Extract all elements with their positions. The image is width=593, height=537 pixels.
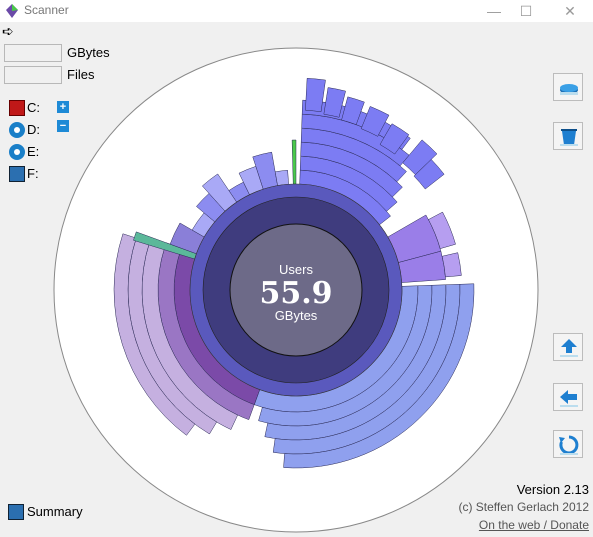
folder-segment[interactable]: [305, 78, 326, 113]
arrow-up-icon: [560, 339, 578, 357]
center-size-unit: GBytes: [275, 308, 318, 323]
files-field: [4, 66, 62, 84]
version-label: Version 2.13: [516, 482, 589, 497]
refresh-button[interactable]: [553, 430, 583, 458]
back-button[interactable]: [553, 383, 583, 411]
delete-button[interactable]: [553, 122, 583, 150]
summary-label: Summary: [27, 504, 83, 519]
arrow-left-icon: [560, 390, 578, 407]
size-unit-label: GBytes: [67, 45, 110, 60]
network-drive-icon: [9, 166, 25, 182]
folder-segment[interactable]: [323, 87, 346, 118]
folder-segment[interactable]: [428, 211, 456, 249]
folder-segments[interactable]: [113, 78, 475, 469]
trash-icon: [560, 129, 578, 146]
folder-segment[interactable]: [113, 233, 196, 436]
drive-label: D:: [27, 122, 40, 137]
drive-label: F:: [27, 166, 39, 181]
folder-segment[interactable]: [283, 283, 475, 469]
files-unit-label: Files: [67, 67, 95, 82]
size-field: [4, 44, 62, 62]
close-button[interactable]: ✕: [564, 3, 576, 19]
zoom-out-button[interactable]: −: [57, 120, 69, 132]
copyright-label: (c) Steffen Gerlach 2012: [458, 500, 589, 514]
center-disc[interactable]: [229, 223, 363, 357]
folder-segment[interactable]: [341, 96, 365, 125]
open-folder-button[interactable]: [553, 73, 583, 101]
folder-segment[interactable]: [274, 170, 289, 186]
title-bar: Scanner — ☐ ✕: [0, 0, 593, 22]
maximize-button[interactable]: ☐: [519, 3, 533, 19]
folder-segment[interactable]: [441, 252, 462, 278]
cd-icon: [9, 122, 25, 138]
back-arrow-icon[interactable]: ➪: [2, 23, 14, 39]
summary-icon: [8, 504, 24, 520]
window-title: Scanner: [24, 3, 69, 17]
web-donate-link[interactable]: On the web / Donate: [478, 518, 589, 532]
folder-segment[interactable]: [413, 159, 445, 190]
minimize-button[interactable]: —: [487, 3, 501, 19]
app-icon: [6, 4, 18, 18]
zoom-in-button[interactable]: +: [57, 101, 69, 113]
disk-icon: [560, 84, 578, 95]
drive-label: E:: [27, 144, 40, 159]
cd-icon: [9, 144, 25, 160]
folder-segment[interactable]: [360, 106, 390, 137]
center-size-value: 55.9: [259, 276, 332, 311]
center-folder-name: Users: [279, 262, 313, 277]
folder-segment[interactable]: [379, 123, 410, 155]
hdd-icon: [9, 100, 25, 116]
refresh-icon: [559, 435, 579, 455]
up-level-button[interactable]: [553, 333, 583, 361]
drive-label: C:: [27, 100, 40, 115]
